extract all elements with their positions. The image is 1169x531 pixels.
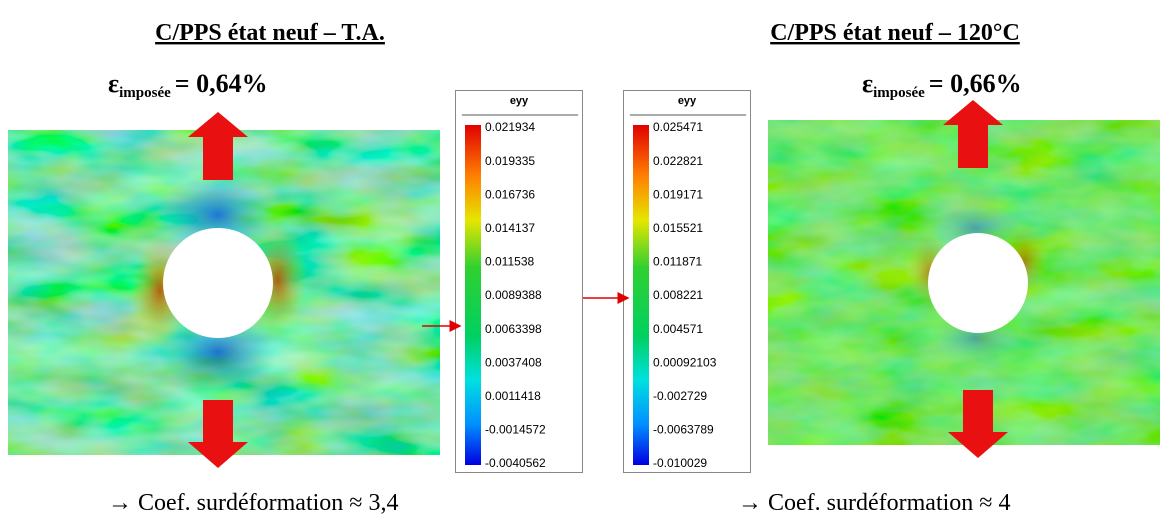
strain-symbol: ε: [108, 69, 119, 98]
colorbar: [623, 90, 751, 473]
colorbar-tick-label: 0.008221: [653, 288, 703, 302]
colorbar-tick-label: 0.019335: [485, 154, 535, 168]
strain-subscript: imposée: [873, 85, 925, 101]
colorbar-tick-label: 0.011538: [485, 255, 534, 269]
colorbar-tick-label: 0.004571: [653, 322, 703, 336]
colorbar-tick-label: 0.0011418: [485, 389, 541, 403]
colorbar-tick-label: -0.0063789: [653, 423, 714, 437]
colorbar-tick-label: 0.0063398: [485, 322, 542, 336]
panel-title: C/PPS état neuf – 120°C: [770, 20, 1020, 46]
colorbar-tick-label: 0.014137: [485, 221, 535, 235]
load-arrows: [188, 100, 1008, 468]
colorbar-tick-label: 0.0037408: [485, 355, 542, 369]
colorbar: [455, 90, 583, 473]
colorbar-tick-label: 0.011871: [653, 255, 702, 269]
colorbar-tick-label: 0.022821: [653, 154, 703, 168]
colorbar-tick-label: 0.015521: [653, 221, 703, 235]
strain-value: = 0,64%: [175, 69, 268, 98]
colorbar-tick-label: -0.0040562: [485, 456, 546, 470]
strain-subscript: imposée: [119, 85, 171, 101]
colorbar-label: eyy: [678, 95, 697, 107]
colorbar-tick-label: 0.025471: [653, 120, 703, 134]
colorbar-tick-label: 0.016736: [485, 187, 535, 201]
strain-map: [8, 130, 440, 455]
imposed-strain: εimposée = 0,66%: [862, 69, 1022, 101]
colorbar-tick-label: -0.002729: [653, 389, 707, 403]
strain-value: = 0,66%: [929, 69, 1022, 98]
caption: → Coef. surdéformation ≈ 3,4: [108, 490, 398, 516]
colorbar-tick-label: 0.021934: [485, 120, 535, 134]
colorbar-tick-label: -0.0014572: [485, 423, 546, 437]
caption: → Coef. surdéformation ≈ 4: [738, 490, 1010, 516]
colorbar-label: eyy: [510, 95, 529, 107]
colorbar-tick-label: 0.019171: [653, 187, 703, 201]
colorbar-tick-label: -0.010029: [653, 456, 707, 470]
colorbar-tick-label: 0.0089388: [485, 288, 542, 302]
panel-title: C/PPS état neuf – T.A.: [155, 20, 385, 46]
imposed-strain: εimposée = 0,64%: [108, 69, 268, 101]
colorbar-tick-label: 0.00092103: [653, 355, 717, 369]
strain-symbol: ε: [862, 69, 873, 98]
